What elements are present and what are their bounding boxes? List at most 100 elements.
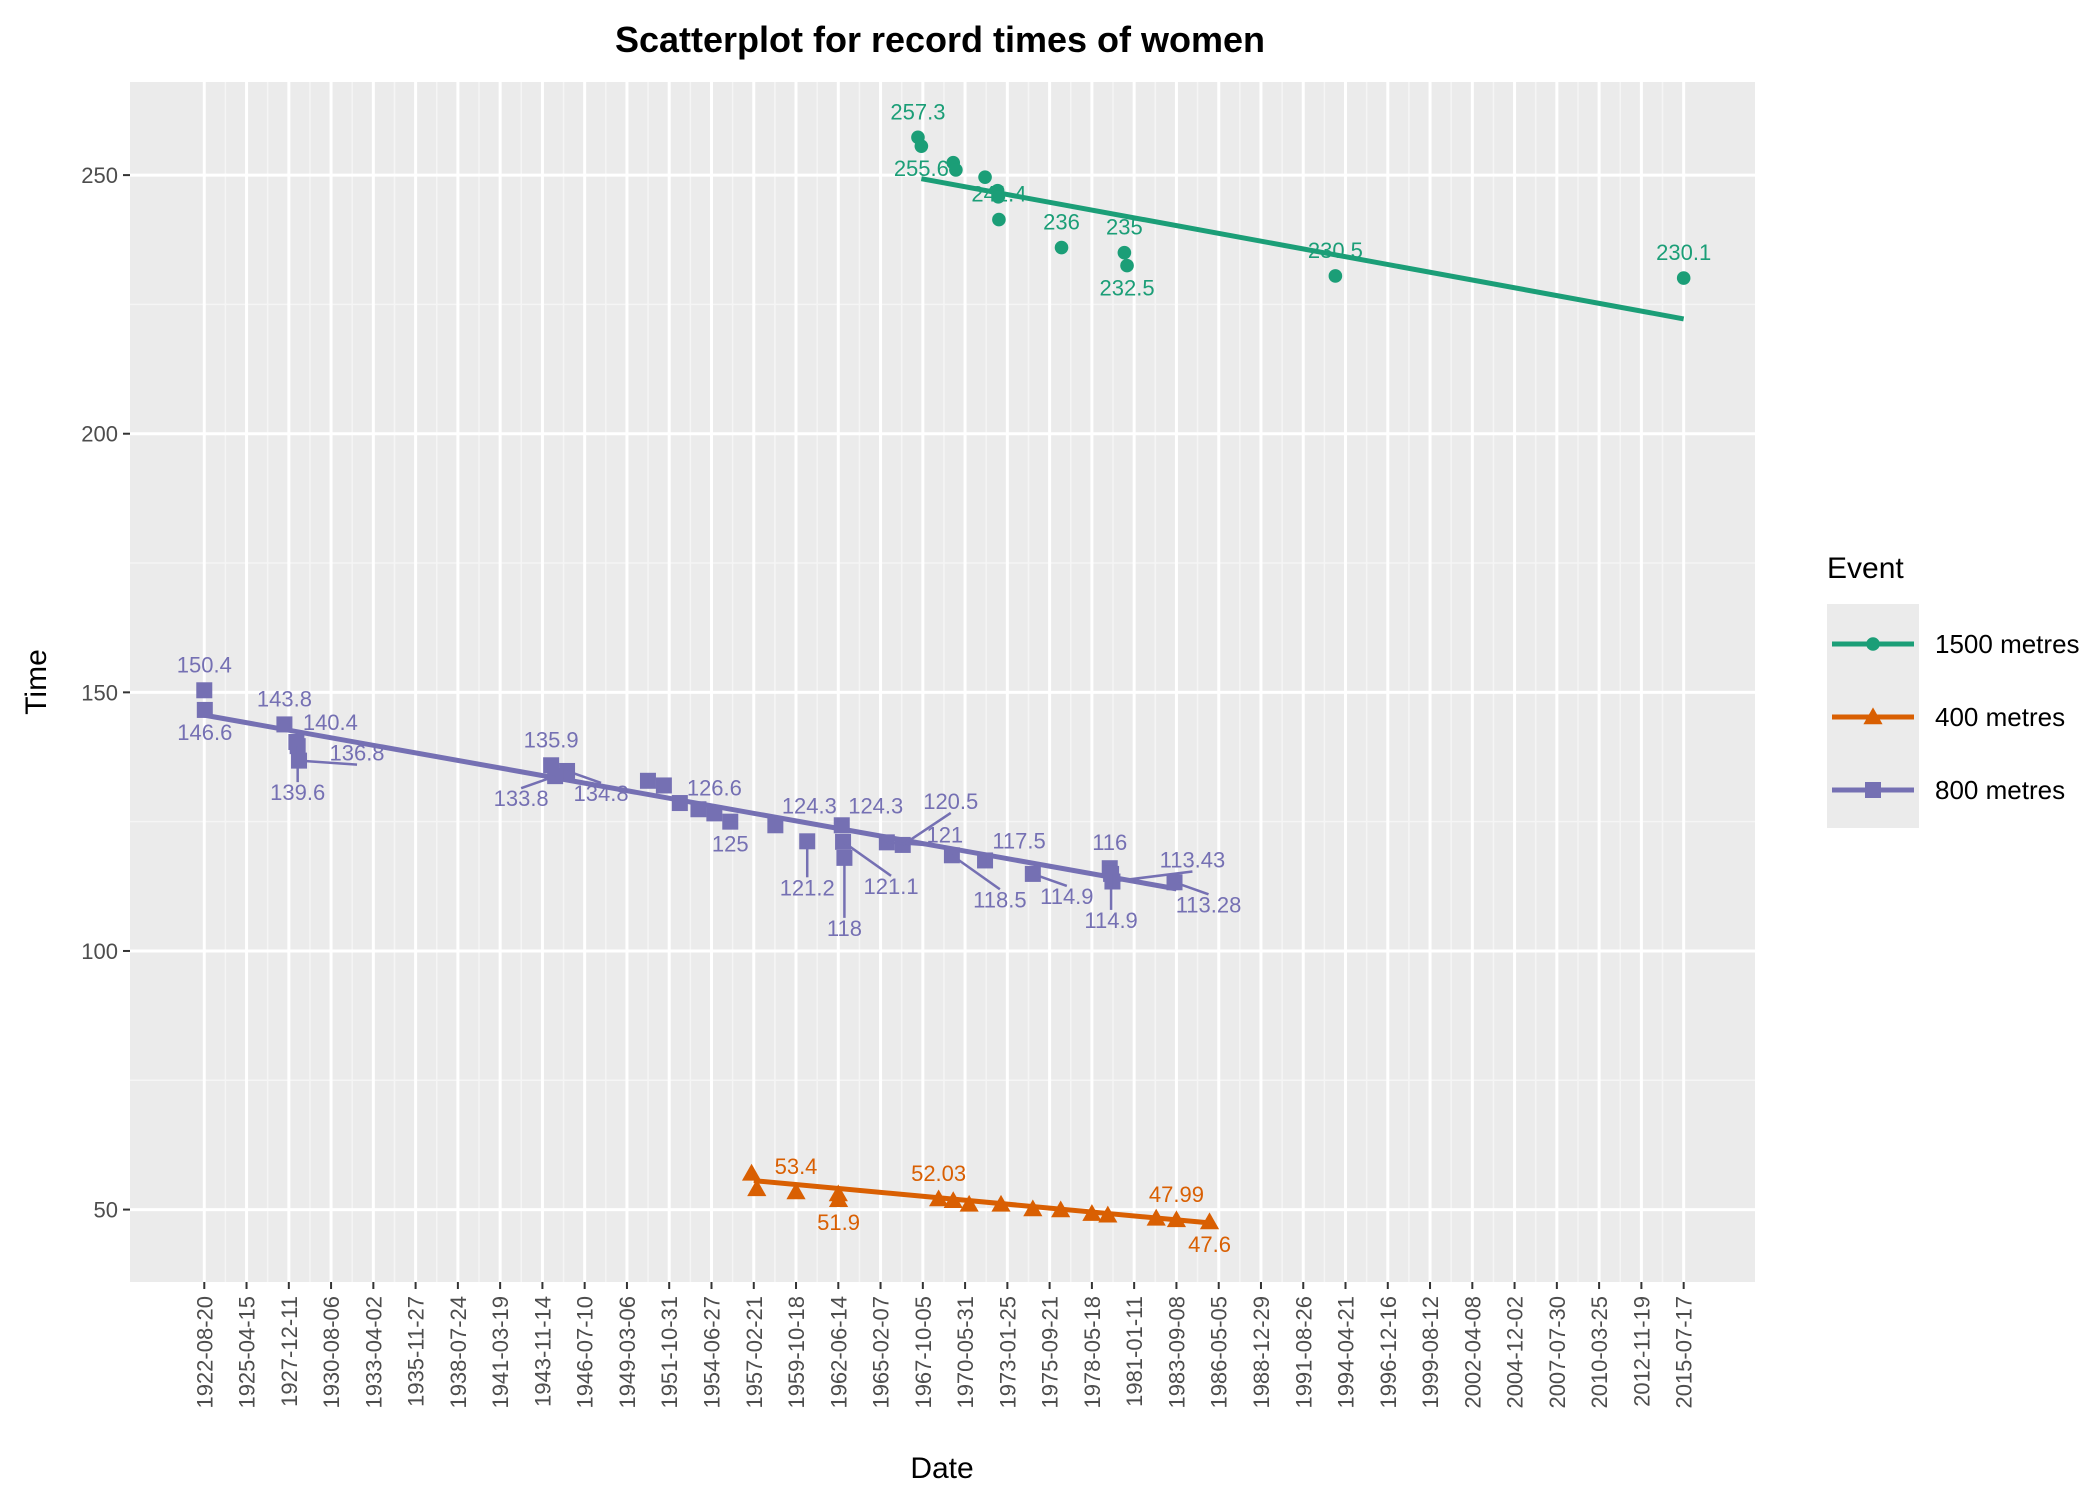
data-label: 125 [712,832,749,857]
data-label: 114.9 [1084,908,1137,933]
legend-label: 800 metres [1935,775,2065,805]
legend: Event 1500 metres 400 metres 800 metres [1827,552,2080,828]
data-label: 126.6 [687,775,742,800]
x-tick-label: 1965-02-07 [869,1296,894,1409]
data-point [1199,1212,1220,1230]
data-label: 116 [1092,830,1127,855]
data-labels: 257.3 255.6 241.4 236 235 232.5 230.5 230.1 53.4… [177,99,1711,1257]
x-tick-label: 1991-08-26 [1291,1296,1316,1409]
x-tick-label: 1988-12-29 [1249,1296,1274,1409]
data-point [1082,1204,1102,1221]
legend-title: Event [1827,552,1904,585]
data-point [828,1190,849,1207]
data-label: 230.5 [1308,238,1363,263]
label-connector [842,840,892,877]
x-tick-label: 2015-07-17 [1672,1296,1697,1409]
data-label: 235 [1106,215,1143,240]
data-point [786,1182,806,1200]
data-point [741,1163,762,1181]
x-tick-label: 1922-08-20 [192,1296,217,1409]
label-connector [566,769,602,785]
x-tick-label: 1975-09-21 [1038,1296,1063,1409]
data-point [722,813,739,830]
x-tick-label: 2002-04-08 [1460,1296,1485,1409]
data-point [1051,1200,1071,1218]
data-point [914,139,929,153]
data-point [977,852,994,869]
data-label: 113.28 [1176,892,1242,917]
trend-line-1500-metres [920,176,1685,322]
data-label: 121.1 [864,874,919,899]
data-label: 241.4 [971,182,1026,207]
y-axis: 50 100 150 200 250 [81,163,130,1223]
data-label: 232.5 [1100,276,1155,301]
data-point [1166,1210,1187,1228]
x-tick-label: 1943-11-14 [530,1296,555,1407]
x-tick-label: 1994-04-21 [1334,1296,1359,1409]
data-point [747,1179,767,1197]
x-axis: 1922-08-20 1925-04-15 1927-12-11 1930-08-06… [192,1282,1697,1409]
label-connector [1174,881,1209,896]
y-tick-label: 50 [94,1198,118,1223]
label-connector [298,759,358,766]
data-point [196,682,213,699]
data-label: 136.8 [329,741,384,766]
x-tick-label: 1949-03-06 [615,1296,640,1409]
x-tick-label: 1930-08-06 [319,1296,344,1409]
x-tick-label: 1954-06-27 [699,1296,724,1409]
x-tick-label: 1981-01-11 [1122,1296,1147,1407]
data-point [706,805,723,822]
trend-lines [203,176,1685,1226]
data-label: 140.4 [303,710,358,735]
label-connector [951,854,1001,891]
data-label: 52.03 [911,1161,966,1186]
data-point [943,1191,963,1208]
x-axis-title: Date [910,1452,973,1485]
x-tick-label: 1946-07-10 [573,1296,598,1409]
x-tick-label: 1941-03-19 [488,1296,513,1409]
trend-line-800-metres [203,712,1177,892]
data-point [639,772,656,789]
data-label: 146.6 [177,720,232,745]
data-label: 257.3 [890,99,945,124]
data-label: 143.8 [257,686,312,711]
data-point [929,1189,949,1207]
data-point [991,190,1006,204]
legend-label: 1500 metres [1935,629,2080,659]
data-point [978,170,992,184]
data-label: 139.6 [270,780,325,805]
label-connector [1032,872,1068,888]
data-label: 51.9 [817,1210,860,1235]
data-label: 255.6 [894,156,949,181]
data-point [655,777,672,794]
legend-key-marker [1866,637,1880,651]
x-tick-label: 2007-07-30 [1545,1296,1570,1409]
data-point [1146,1208,1166,1226]
data-label: 118.5 [973,887,1026,912]
trend-line-400-metres [753,1178,1211,1226]
data-label: 124.3 [848,793,903,818]
data-label: 120.5 [923,789,978,814]
data-label: 121.2 [780,875,835,900]
data-label: 230.1 [1656,240,1711,265]
legend-key-marker [1865,782,1881,798]
label-connector [902,811,952,846]
grid-lines [130,82,1755,1282]
x-tick-label: 1938-07-24 [446,1296,471,1409]
data-point [992,212,1006,227]
data-point [1120,258,1134,273]
data-label: 134.8 [574,781,629,806]
data-label: 117.5 [992,828,1045,853]
data-point [690,801,707,818]
x-tick-label: 1996-12-16 [1376,1296,1401,1409]
data-label: 47.99 [1149,1182,1204,1207]
data-label: 133.8 [494,786,549,811]
x-tick-label: 1999-08-12 [1418,1296,1443,1409]
data-point [991,1194,1011,1212]
y-tick-label: 100 [81,939,118,964]
x-tick-label: 1959-10-18 [784,1296,809,1409]
x-tick-label: 2004-12-02 [1503,1296,1528,1409]
data-point [276,716,293,733]
data-point [1098,1205,1118,1223]
